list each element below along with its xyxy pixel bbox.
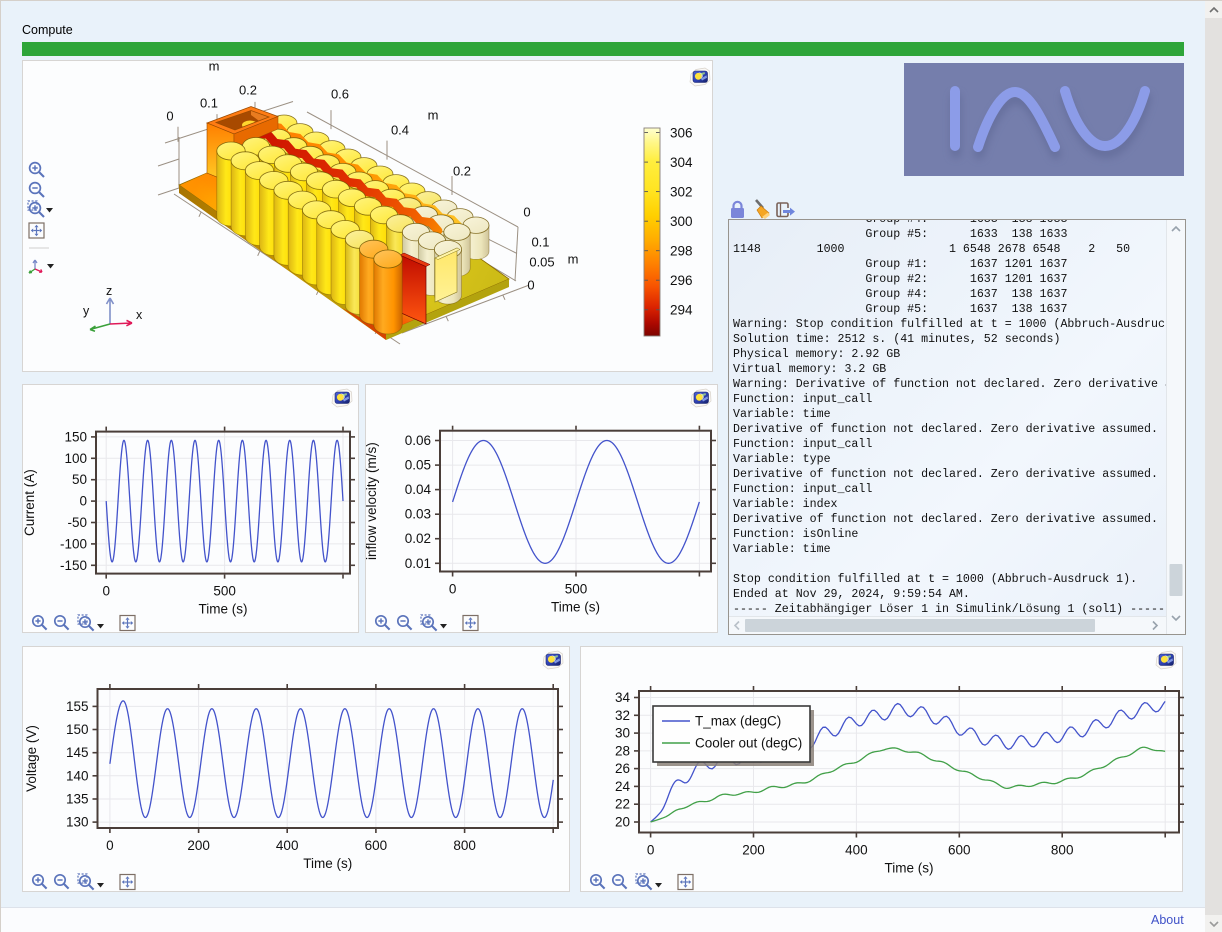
svg-text:inflow velocity (m/s): inflow velocity (m/s)	[366, 442, 379, 560]
svg-text:500: 500	[213, 584, 236, 599]
svg-text:32: 32	[615, 708, 630, 723]
svg-text:0.6: 0.6	[331, 87, 349, 102]
svg-text:0.1: 0.1	[531, 235, 549, 250]
svg-text:28: 28	[615, 743, 630, 758]
svg-text:0: 0	[527, 278, 534, 293]
svg-text:30: 30	[615, 726, 630, 741]
svg-text:50: 50	[72, 472, 87, 487]
svg-text:22: 22	[615, 797, 630, 812]
svg-text:306: 306	[670, 125, 693, 140]
svg-text:y: y	[83, 304, 90, 318]
svg-text:-150: -150	[60, 558, 87, 573]
svg-text:400: 400	[845, 843, 868, 858]
svg-text:26: 26	[615, 761, 630, 776]
svg-text:0.4: 0.4	[391, 123, 409, 138]
svg-text:600: 600	[948, 843, 971, 858]
svg-text:0.03: 0.03	[405, 507, 431, 522]
svg-text:34: 34	[615, 690, 631, 705]
svg-text:294: 294	[670, 303, 693, 318]
svg-text:130: 130	[66, 815, 89, 830]
svg-text:135: 135	[66, 792, 89, 807]
svg-text:0.06: 0.06	[405, 433, 431, 448]
svg-text:0.01: 0.01	[405, 556, 431, 571]
svg-text:Voltage (V): Voltage (V)	[24, 725, 39, 792]
svg-text:0: 0	[102, 584, 110, 599]
svg-text:800: 800	[1051, 843, 1074, 858]
svg-text:Current (A): Current (A)	[23, 469, 37, 536]
svg-text:m: m	[428, 108, 439, 123]
svg-text:z: z	[106, 284, 112, 298]
svg-text:-100: -100	[60, 536, 87, 551]
svg-text:0: 0	[449, 582, 457, 597]
svg-text:0.2: 0.2	[239, 83, 257, 98]
svg-text:0.02: 0.02	[405, 531, 431, 546]
svg-text:200: 200	[187, 838, 210, 853]
svg-text:24: 24	[615, 779, 631, 794]
svg-text:0.2: 0.2	[453, 164, 471, 179]
svg-text:0.1: 0.1	[200, 96, 218, 111]
svg-text:200: 200	[742, 843, 765, 858]
svg-text:Time (s): Time (s)	[551, 600, 600, 615]
svg-text:800: 800	[453, 838, 476, 853]
svg-text:Cooler out (degC): Cooler out (degC)	[695, 736, 802, 751]
svg-text:0: 0	[79, 494, 87, 509]
svg-text:x: x	[136, 308, 143, 322]
svg-text:Time (s): Time (s)	[885, 861, 934, 876]
svg-text:m: m	[209, 61, 220, 74]
svg-text:m: m	[568, 252, 579, 267]
svg-text:500: 500	[565, 582, 588, 597]
svg-text:0: 0	[106, 838, 114, 853]
svg-text:20: 20	[615, 815, 630, 830]
svg-text:140: 140	[66, 768, 89, 783]
svg-text:0: 0	[647, 843, 655, 858]
svg-text:0.05: 0.05	[405, 458, 431, 473]
svg-text:Time (s): Time (s)	[303, 856, 352, 871]
svg-text:-50: -50	[67, 515, 87, 530]
svg-text:296: 296	[670, 273, 693, 288]
svg-text:Time (s): Time (s)	[199, 602, 248, 617]
svg-text:100: 100	[64, 451, 87, 466]
svg-text:298: 298	[670, 244, 693, 259]
svg-text:0: 0	[166, 109, 173, 124]
svg-text:304: 304	[670, 155, 693, 170]
svg-text:T_max (degC): T_max (degC)	[695, 714, 781, 729]
svg-text:145: 145	[66, 745, 89, 760]
svg-text:300: 300	[670, 214, 693, 229]
svg-text:400: 400	[276, 838, 299, 853]
svg-text:150: 150	[66, 722, 89, 737]
svg-text:0.04: 0.04	[405, 482, 432, 497]
svg-text:302: 302	[670, 184, 693, 199]
svg-text:600: 600	[365, 838, 388, 853]
svg-text:0: 0	[523, 205, 530, 220]
svg-text:150: 150	[64, 429, 87, 444]
svg-text:0.05: 0.05	[529, 255, 554, 270]
svg-text:155: 155	[66, 699, 89, 714]
